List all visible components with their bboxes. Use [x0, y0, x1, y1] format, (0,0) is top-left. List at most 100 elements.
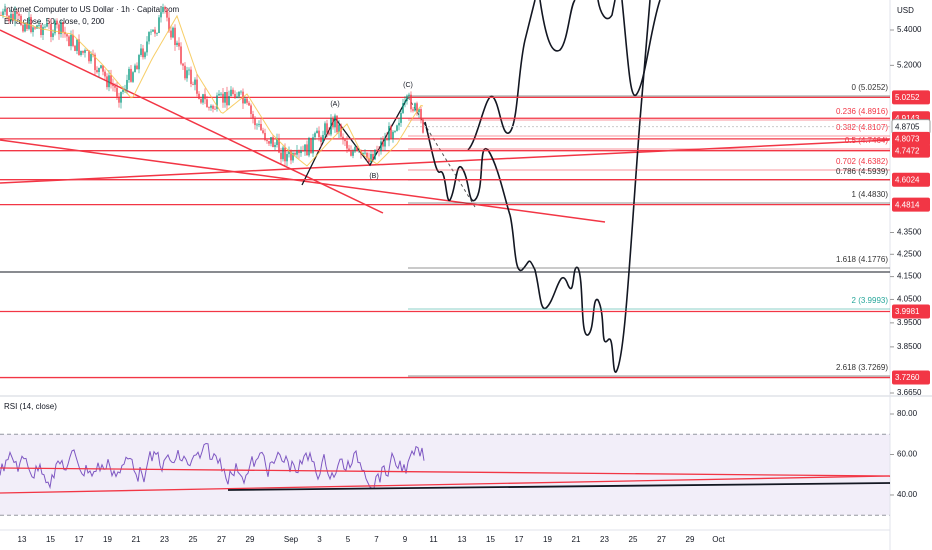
x-tick-label: 19 [543, 535, 552, 544]
candle-body [286, 154, 288, 162]
candle-body [218, 93, 220, 96]
candle-body [100, 65, 102, 68]
price-tag [892, 172, 930, 187]
candle-body [168, 17, 170, 31]
candle-body [150, 31, 152, 33]
price-tag [892, 304, 930, 319]
candle-body [26, 24, 28, 29]
candle-body [272, 137, 274, 148]
candle-body [326, 123, 328, 133]
candle-body [392, 131, 394, 139]
currency-label[interactable]: USD [897, 6, 914, 15]
candle-body [198, 93, 200, 99]
candle-body [306, 144, 308, 156]
candle-body [134, 65, 136, 73]
candle-body [118, 96, 120, 103]
rsi-tick-label: 80.00 [897, 409, 918, 418]
candle-body [58, 24, 60, 35]
candle-body [376, 149, 378, 151]
y-tick-label: 5.4000 [897, 25, 922, 34]
candle-body [56, 20, 58, 25]
candle-body [122, 89, 124, 92]
candle-body [402, 103, 404, 113]
price-tag-label: 4.8705 [895, 122, 920, 131]
candle-body [138, 55, 140, 70]
candle-body [98, 67, 100, 73]
candle-body [382, 141, 384, 147]
candle-body [162, 6, 164, 13]
candle-body [112, 84, 114, 87]
candle-body [176, 42, 178, 46]
candle-body [412, 109, 414, 111]
fib-label: 0.702 (4.6382) [836, 157, 888, 166]
x-tick-label: 25 [189, 535, 198, 544]
candle-body [192, 83, 194, 85]
x-tick-label: 15 [486, 535, 495, 544]
candle-body [6, 9, 8, 16]
candle-body [358, 150, 360, 151]
candle-body [256, 124, 258, 126]
candle-body [238, 91, 240, 97]
candle-body [372, 154, 374, 160]
candle-body [224, 92, 226, 103]
x-tick-label: Oct [712, 535, 725, 544]
wave-label: (B) [369, 173, 378, 180]
candle-body [362, 152, 364, 155]
candle-body [264, 132, 266, 141]
candle-body [22, 25, 24, 32]
candle-body [48, 23, 50, 25]
price-tag-label: 4.7472 [895, 146, 920, 155]
x-tick-label: 9 [403, 535, 408, 544]
candle-body [344, 139, 346, 142]
x-tick-label: 29 [246, 535, 255, 544]
candle-body [158, 17, 160, 33]
candle-body [398, 122, 400, 126]
candle-body [314, 133, 316, 138]
candle-body [316, 130, 318, 134]
candle-body [32, 27, 34, 33]
wave-label: (C) [403, 82, 413, 89]
trend-line [0, 29, 384, 214]
candle-body [410, 94, 412, 110]
candle-body [148, 32, 150, 42]
trend-line [0, 139, 891, 184]
candle-body [364, 152, 366, 154]
candle-body [96, 70, 98, 73]
candle-body [246, 98, 248, 103]
candle-body [108, 75, 110, 88]
fib-label: 1 (4.4830) [852, 190, 889, 199]
wave-label: (A) [330, 101, 339, 108]
candle-body [418, 109, 420, 113]
candle-body [320, 137, 322, 143]
candle-body [188, 69, 190, 71]
candle-body [186, 70, 188, 79]
candle-body [350, 151, 352, 156]
candle-body [30, 17, 32, 33]
candle-body [104, 71, 106, 77]
projection-path [467, 0, 661, 151]
price-tag-label: 4.8073 [895, 135, 920, 144]
candle-body [170, 30, 172, 38]
candle-body [88, 50, 90, 62]
fib-label: 0.382 (4.8107) [836, 123, 888, 132]
fib-label: 2 (3.9993) [852, 296, 889, 305]
candle-body [394, 130, 396, 132]
y-tick-label: 4.2500 [897, 249, 922, 258]
candle-body [82, 50, 84, 53]
candle-body [348, 148, 350, 152]
candle-body [266, 140, 268, 142]
candle-body [172, 27, 174, 38]
x-tick-label: 25 [629, 535, 638, 544]
candle-body [292, 153, 294, 161]
candle-body [34, 27, 36, 29]
y-tick-label: 4.0500 [897, 295, 922, 304]
projection-path [424, 0, 651, 373]
candle-body [416, 103, 418, 113]
candle-body [204, 94, 206, 100]
candle-body [354, 147, 356, 152]
candle-body [262, 130, 264, 133]
candle-body [208, 107, 210, 109]
